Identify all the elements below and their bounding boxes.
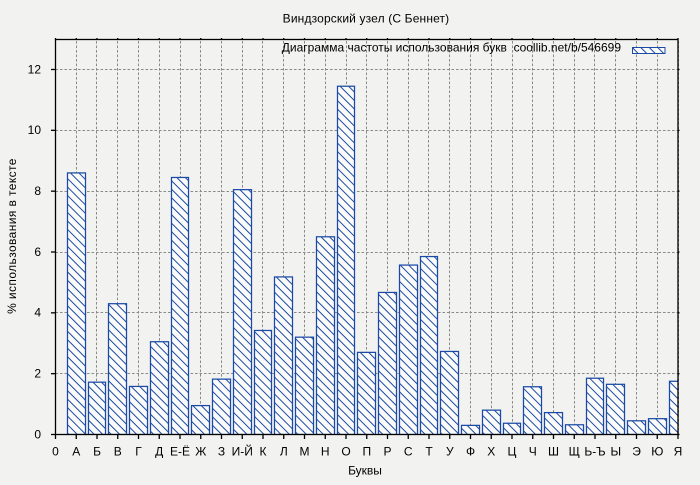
- svg-text:К: К: [260, 445, 267, 459]
- svg-text:12: 12: [28, 62, 42, 76]
- svg-text:И-Й: И-Й: [232, 444, 253, 459]
- svg-text:Б: Б: [93, 445, 101, 459]
- svg-text:Виндзорский узел (С Беннет): Виндзорский узел (С Беннет): [283, 12, 450, 26]
- svg-text:С: С: [404, 445, 413, 459]
- svg-text:Е-Ё: Е-Ё: [170, 445, 190, 459]
- svg-text:6: 6: [34, 245, 41, 259]
- svg-text:Ч: Ч: [529, 445, 537, 459]
- svg-text:П: П: [362, 445, 371, 459]
- svg-text:О: О: [341, 445, 350, 459]
- svg-text:0: 0: [52, 445, 59, 459]
- svg-text:Н: Н: [321, 445, 330, 459]
- svg-text:У: У: [446, 445, 454, 459]
- svg-text:Я: Я: [674, 445, 683, 459]
- svg-text:Т: Т: [425, 445, 433, 459]
- svg-text:Г: Г: [135, 445, 142, 459]
- svg-text:Ф: Ф: [466, 445, 475, 459]
- svg-text:Ж: Ж: [195, 445, 206, 459]
- svg-text:Диаграмма частоты использовани: Диаграмма частоты использования букв coo…: [282, 41, 622, 55]
- svg-text:Ы: Ы: [610, 445, 621, 459]
- svg-text:Ш: Ш: [548, 445, 559, 459]
- svg-text:Ю: Ю: [651, 445, 663, 459]
- svg-text:0: 0: [34, 427, 41, 441]
- svg-text:Буквы: Буквы: [348, 464, 382, 478]
- svg-text:Э: Э: [632, 445, 641, 459]
- svg-text:% использования в тексте: % использования в тексте: [5, 158, 19, 314]
- svg-text:Х: Х: [487, 445, 495, 459]
- svg-text:А: А: [72, 445, 80, 459]
- svg-text:В: В: [114, 445, 122, 459]
- svg-text:З: З: [218, 445, 225, 459]
- svg-text:Ц: Ц: [508, 445, 517, 459]
- svg-text:Д: Д: [155, 445, 163, 459]
- svg-text:Щ: Щ: [569, 445, 580, 459]
- svg-text:4: 4: [34, 306, 41, 320]
- svg-text:Ь-Ъ: Ь-Ъ: [584, 445, 605, 459]
- svg-text:10: 10: [28, 123, 42, 137]
- svg-text:2: 2: [34, 366, 41, 380]
- svg-text:Р: Р: [383, 445, 391, 459]
- svg-text:Л: Л: [280, 445, 288, 459]
- svg-text:М: М: [300, 445, 310, 459]
- svg-text:8: 8: [34, 184, 41, 198]
